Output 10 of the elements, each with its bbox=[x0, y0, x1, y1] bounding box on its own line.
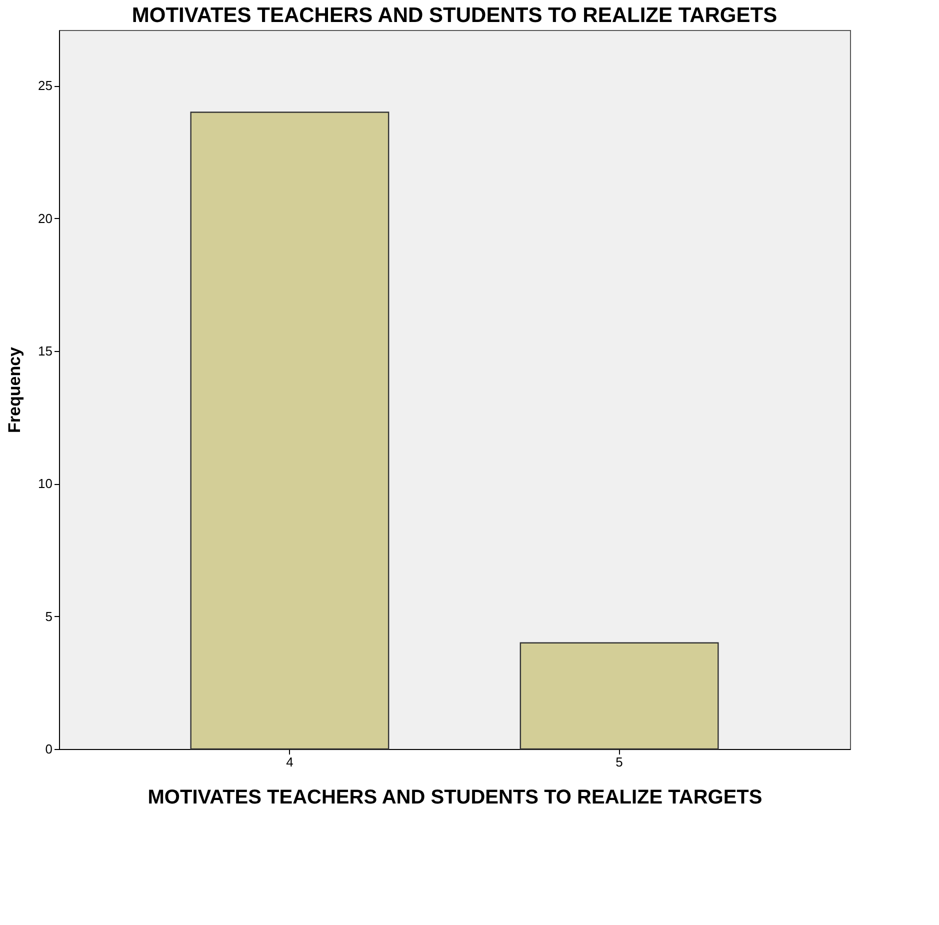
x-axis-title: MOTIVATES TEACHERS AND STUDENTS TO REALIZE TARGETS bbox=[148, 786, 762, 808]
y-tick-label: 15 bbox=[38, 344, 52, 359]
y-tick-label: 10 bbox=[38, 476, 52, 492]
x-tick-label: 4 bbox=[286, 754, 294, 770]
y-tick-label: 0 bbox=[45, 742, 52, 756]
y-tick-label: 25 bbox=[38, 78, 52, 94]
y-tick-label: 20 bbox=[38, 210, 52, 226]
chart-title: MOTIVATES TEACHERS AND STUDENTS TO REALIZE TARGETS bbox=[132, 4, 778, 27]
y-tick-label: 5 bbox=[45, 608, 52, 624]
y-axis-title: Frequency bbox=[5, 346, 24, 433]
